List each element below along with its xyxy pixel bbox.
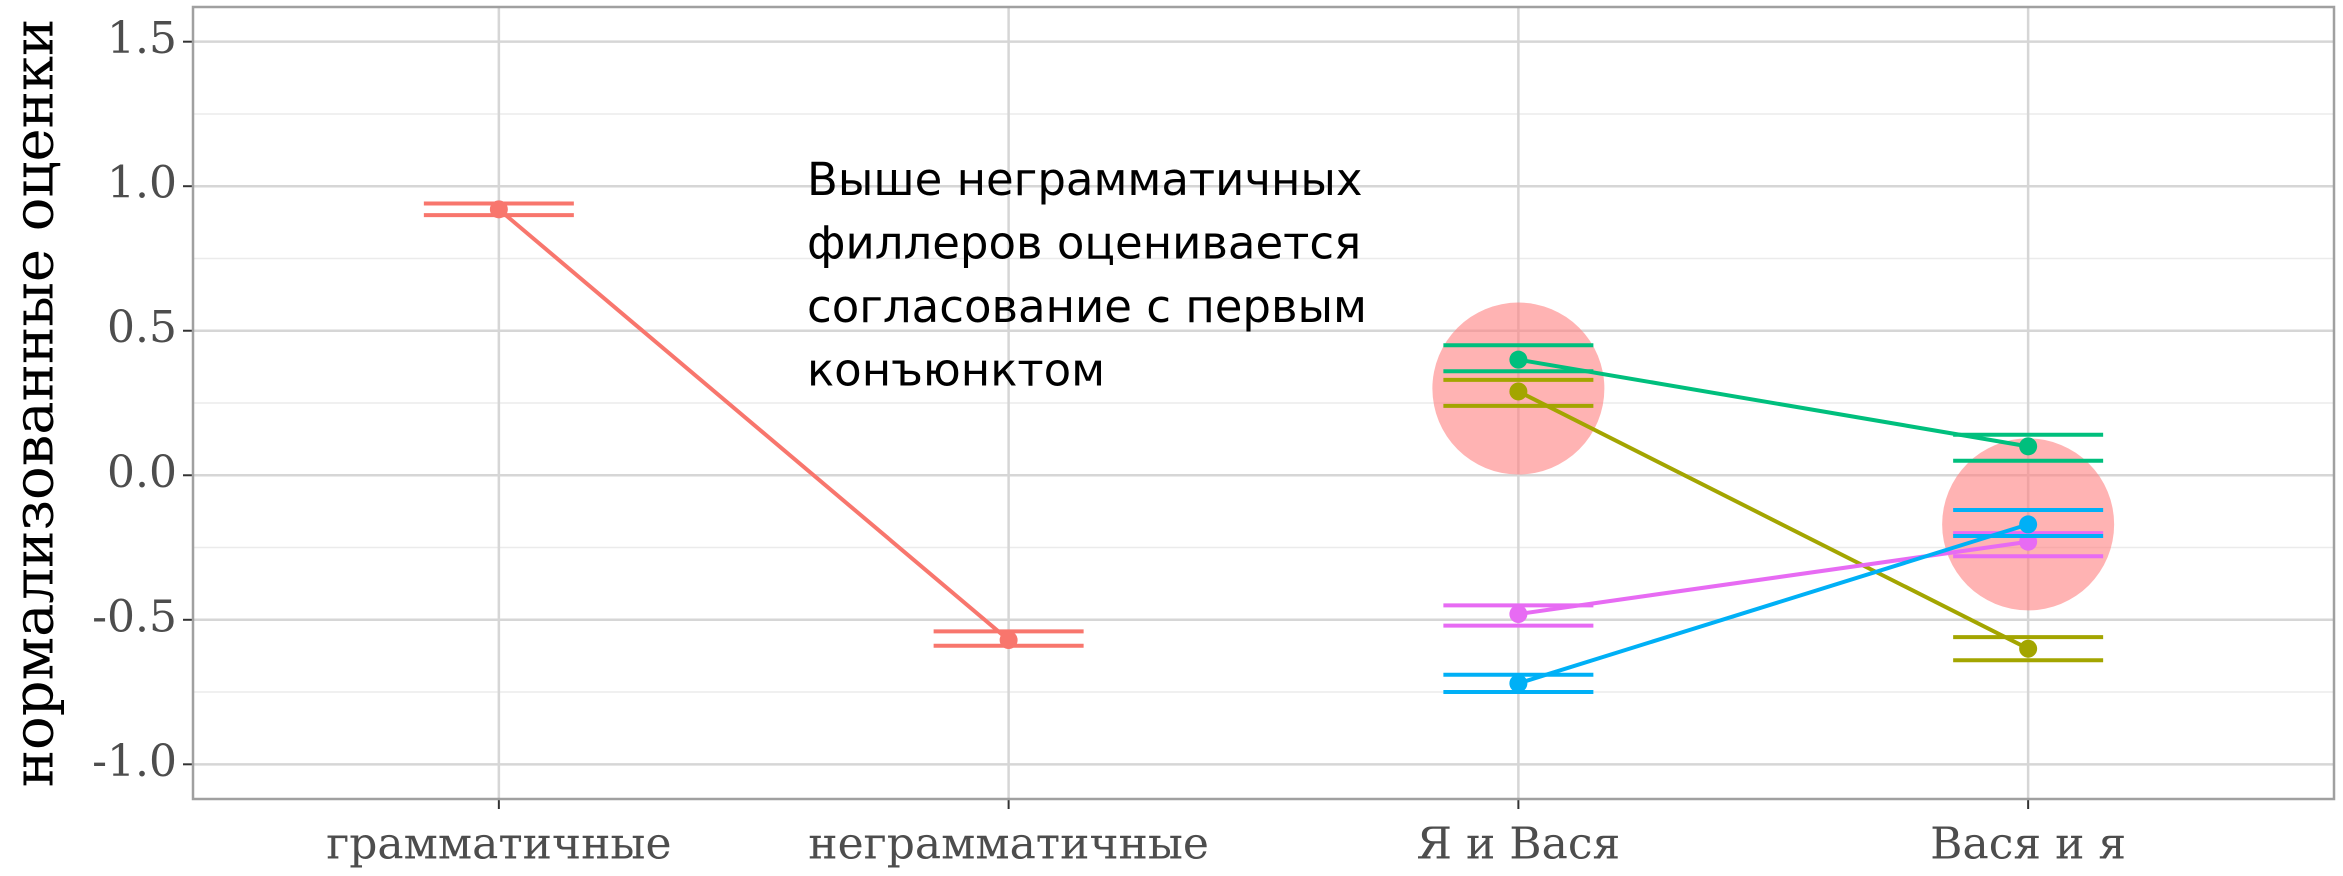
series-line [1517, 389, 2030, 651]
annotation: согласование с первым [807, 280, 1367, 333]
x-tick-label: грамматичные [326, 819, 671, 870]
y-tick-label: 1.0 [107, 158, 177, 209]
point [1509, 674, 1528, 693]
y-tick-label: 0.0 [107, 447, 177, 498]
point [999, 631, 1018, 650]
annotation: Выше неграмматичных [807, 153, 1363, 206]
annotation: конъюнктом [807, 344, 1105, 397]
annotation: филлеров оценивается [807, 217, 1361, 270]
point [489, 200, 508, 219]
x-tick-label: Вася и я [1930, 819, 2126, 870]
point [1509, 350, 1528, 369]
y-tick-label: 0.5 [107, 302, 177, 353]
y-tick-label: 1.5 [107, 13, 177, 64]
point [2019, 515, 2038, 534]
series-line [1518, 539, 2029, 616]
series-line [497, 207, 1010, 642]
panel-border [191, 5, 2336, 801]
point [2019, 639, 2038, 658]
y-tick-label: -0.5 [92, 591, 177, 642]
point [1509, 605, 1528, 624]
x-tick-label: неграмматичные [808, 819, 1209, 870]
point [1509, 382, 1528, 401]
y-axis-label: нормализованные оценки [2, 19, 67, 788]
series-line [1517, 522, 2029, 686]
x-tick-label: Я и Вася [1416, 819, 1620, 870]
y-tick-label: -1.0 [92, 736, 177, 787]
series-line [1518, 357, 2029, 449]
point [2019, 437, 2038, 456]
